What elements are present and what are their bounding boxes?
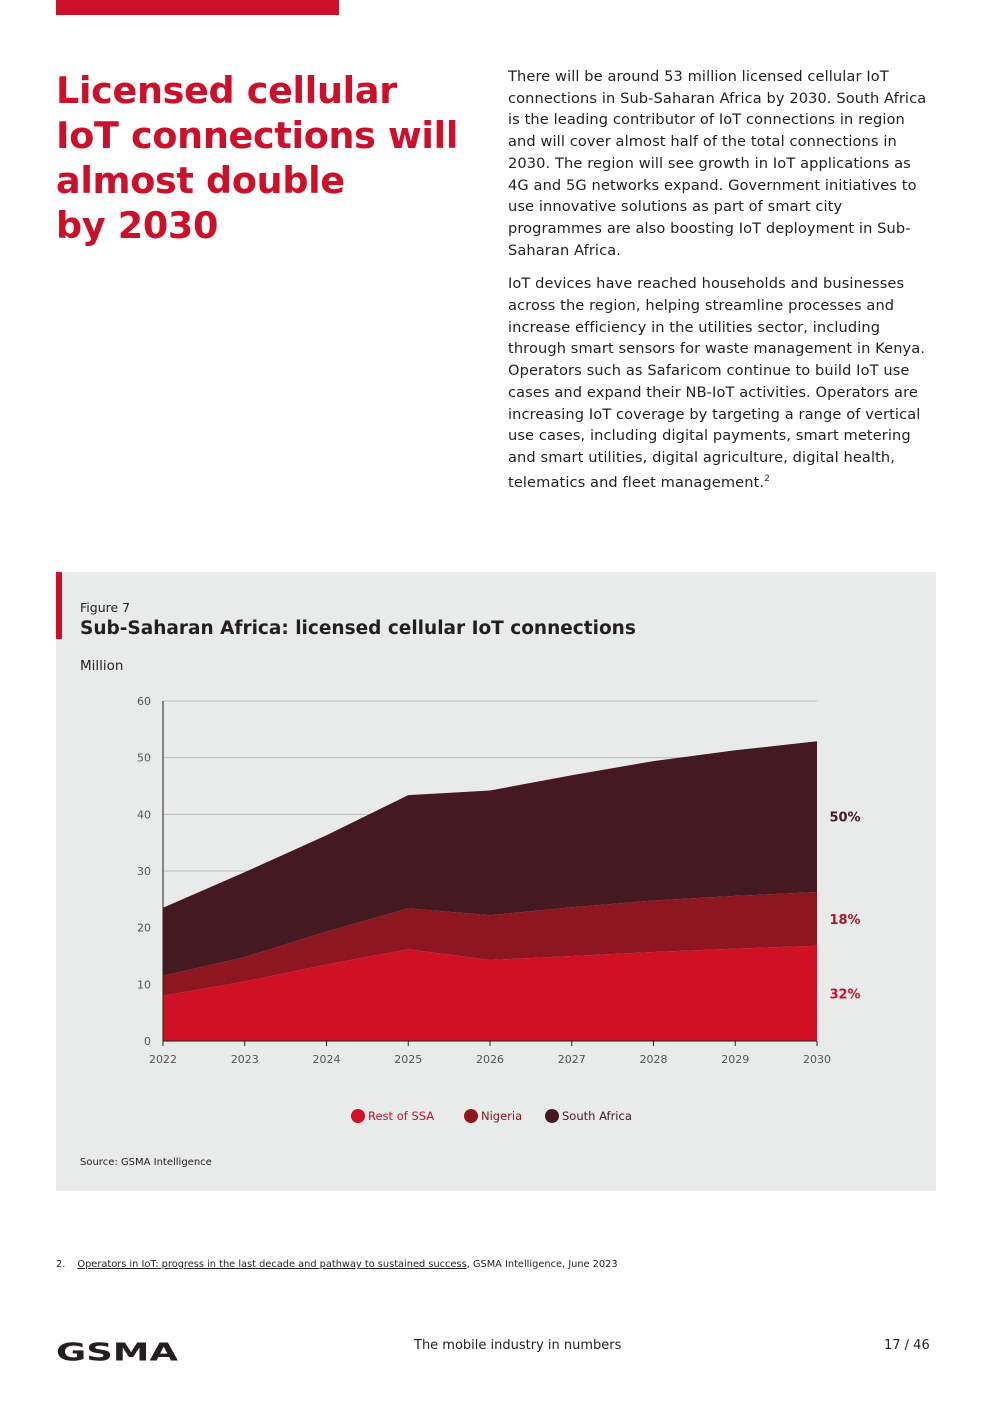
area-south-africa — [163, 741, 817, 976]
y-tick-label: 10 — [137, 978, 151, 991]
x-tick-label: 2026 — [476, 1053, 504, 1066]
area-rest-of-ssa — [163, 945, 817, 1041]
gsma-logo: GSMA — [56, 1340, 179, 1364]
x-tick-label: 2029 — [721, 1053, 749, 1066]
y-tick-label: 0 — [144, 1035, 151, 1048]
legend-label: Rest of SSA — [368, 1109, 434, 1123]
y-tick-label: 60 — [137, 695, 151, 708]
area-nigeria — [163, 892, 817, 996]
y-tick-label: 30 — [137, 865, 151, 878]
figure-accent-bar — [56, 572, 62, 639]
y-tick-label: 20 — [137, 922, 151, 935]
legend-marker — [464, 1109, 478, 1123]
footer-publication-title: The mobile industry in numbers — [414, 1338, 622, 1353]
y-tick-label: 50 — [137, 752, 151, 765]
footnote-reference[interactable]: 2 — [764, 473, 770, 484]
y-tick-label: 40 — [137, 808, 151, 821]
headline-line: almost double — [56, 159, 345, 202]
headline-line: Licensed cellular — [56, 69, 397, 112]
x-tick-label: 2023 — [231, 1053, 259, 1066]
y-axis-unit: Million — [80, 658, 124, 674]
legend-marker — [351, 1109, 365, 1123]
footnote-link[interactable]: Operators in IoT: progress in the last d… — [77, 1259, 467, 1270]
x-tick-label: 2022 — [149, 1053, 177, 1066]
footnote: 2. Operators in IoT: progress in the last… — [56, 1259, 618, 1270]
figure-panel: Figure 7 Sub-Saharan Africa: licensed ce… — [56, 572, 936, 1191]
body-paragraph-1: There will be around 53 million licensed… — [508, 68, 927, 259]
page-number: 17 / 46 — [884, 1338, 930, 1353]
top-accent-bar — [56, 0, 339, 15]
data-label: 18% — [829, 913, 860, 928]
body-text: There will be around 53 million licensed… — [508, 66, 936, 505]
footnote-number: 2. — [56, 1259, 66, 1270]
figure-source: Source: GSMA Intelligence — [80, 1157, 212, 1168]
body-paragraph-2: IoT devices have reached households and … — [508, 273, 936, 493]
data-label: 50% — [829, 811, 860, 826]
data-label: 32% — [829, 987, 860, 1002]
x-tick-label: 2025 — [394, 1053, 422, 1066]
page-headline: Licensed cellular IoT connections will a… — [56, 68, 476, 248]
body-paragraph-2-text: IoT devices have reached households and … — [508, 275, 926, 491]
x-tick-label: 2030 — [803, 1053, 831, 1066]
logo-text: GSMA — [56, 1340, 179, 1364]
footnote-source: , GSMA Intelligence, June 2023 — [466, 1259, 618, 1270]
x-tick-label: 2028 — [640, 1053, 668, 1066]
headline-line: by 2030 — [56, 204, 219, 247]
legend-label: Nigeria — [481, 1109, 522, 1123]
figure-title: Sub-Saharan Africa: licensed cellular Io… — [80, 618, 636, 639]
figure-label: Figure 7 — [80, 600, 131, 615]
headline-line: IoT connections will — [56, 114, 459, 157]
legend-label: South Africa — [562, 1109, 632, 1123]
x-tick-label: 2027 — [558, 1053, 586, 1066]
x-tick-label: 2024 — [313, 1053, 341, 1066]
legend-marker — [545, 1109, 559, 1123]
